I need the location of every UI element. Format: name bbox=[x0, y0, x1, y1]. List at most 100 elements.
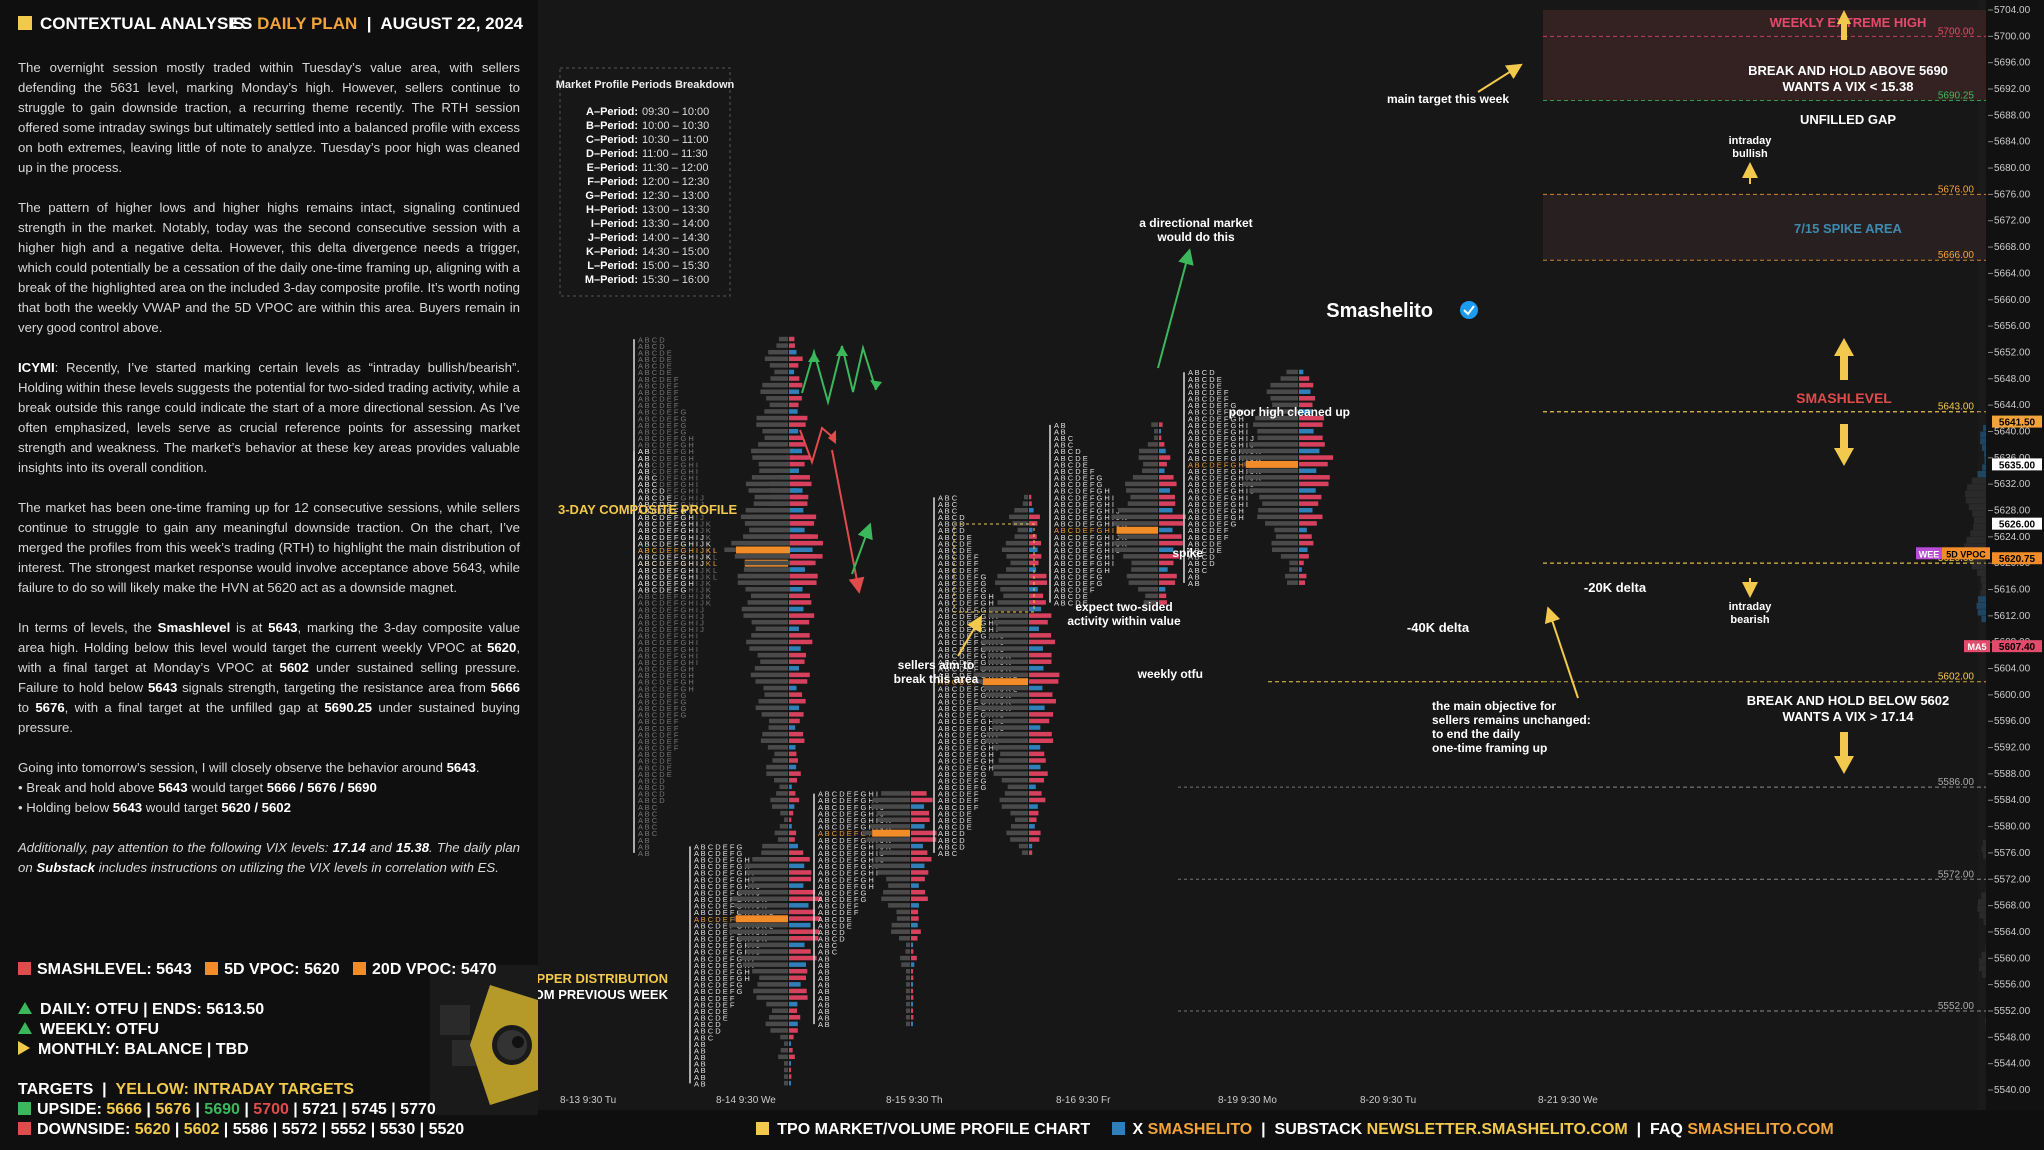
volume-profile-bar bbox=[997, 573, 1028, 579]
bullet-2: • Holding below 5643 would target 5620 /… bbox=[18, 798, 520, 818]
tpo-row: A B bbox=[818, 961, 830, 970]
delta-bar bbox=[789, 442, 805, 447]
delta-bar bbox=[1029, 619, 1048, 625]
tpo-row: A B bbox=[694, 1060, 706, 1069]
volume-profile-bar bbox=[992, 764, 1028, 770]
volume-profile-bar bbox=[746, 514, 790, 520]
tpo-row: A B C D E F bbox=[938, 803, 979, 812]
period-time: 10:00 – 10:30 bbox=[642, 120, 709, 132]
tpo-row: A B C D E F G H I bbox=[638, 487, 698, 496]
tpo-row: A B C D E bbox=[638, 355, 672, 364]
tpo-row: A B C bbox=[938, 500, 958, 509]
paragraph-1: The overnight session mostly traded with… bbox=[18, 60, 520, 175]
delta-bar bbox=[911, 1008, 914, 1013]
tpo-row: A B C D E F G H I J bbox=[938, 711, 1004, 720]
volume-profile-bar bbox=[774, 777, 788, 783]
volume-profile-bar bbox=[786, 455, 790, 460]
delta-bar bbox=[911, 863, 925, 869]
tpo-row: A B C D E F G H bbox=[694, 856, 750, 865]
big-arrow-up-top bbox=[1837, 10, 1851, 40]
delta-bar bbox=[789, 777, 798, 783]
poc-bar bbox=[1245, 460, 1298, 468]
intraday-bullish-2: bullish bbox=[1732, 148, 1768, 160]
delta-bar bbox=[789, 758, 798, 763]
tpo-row: A B bbox=[818, 1007, 830, 1016]
delta-bar bbox=[789, 475, 810, 480]
volume-profile-bar bbox=[758, 442, 788, 447]
delta-bar bbox=[1029, 771, 1048, 776]
tpo-row: A B C D bbox=[1054, 447, 1081, 456]
tpo-row: A B C bbox=[638, 809, 658, 818]
p6c: . bbox=[475, 760, 480, 775]
volume-profile-bar bbox=[762, 382, 788, 388]
tpo-row: A B C D bbox=[1188, 559, 1215, 568]
delta-bar bbox=[789, 409, 798, 414]
volume-profile-bar bbox=[752, 968, 788, 974]
volume-profile-bar bbox=[870, 824, 910, 829]
y-tick-label: 5632.00 bbox=[1994, 479, 2031, 490]
downside-3: 5586 bbox=[232, 1121, 269, 1138]
footer-x-link[interactable]: SMASHELITO bbox=[1147, 1121, 1253, 1138]
chart-svg[interactable]: 5700.00 5690.25 5676.00 5666.00 5643.00 5620.… bbox=[516, 0, 2044, 1110]
delta-bar bbox=[1159, 560, 1174, 566]
volume-profile-bar bbox=[770, 1028, 788, 1033]
volume-profile-bar bbox=[1249, 442, 1298, 447]
p5l: 5666 bbox=[490, 680, 520, 695]
downside-row: DOWNSIDE: 5620 | 5602 | 5586 | 5572 | 55… bbox=[18, 1120, 518, 1140]
plan-label: DAILY PLAN bbox=[257, 14, 358, 33]
delta-bar bbox=[1299, 560, 1304, 566]
footer-substack-link[interactable]: NEWSLETTER.SMASHELITO.COM bbox=[1366, 1121, 1628, 1138]
objective-2: sellers remains unchanged: bbox=[1432, 713, 1591, 727]
upper-dist-1: UPPER DISTRIBUTION bbox=[538, 971, 668, 986]
delta-bar bbox=[911, 1015, 914, 1020]
delta-bar bbox=[791, 455, 794, 460]
period-time: 12:00 – 12:30 bbox=[642, 176, 709, 188]
period-letter: J–Period: bbox=[588, 232, 638, 244]
volume-profile-bar bbox=[1001, 804, 1028, 809]
tpo-row: A B C D E F G H bbox=[938, 599, 994, 608]
volume-profile-bar bbox=[1259, 494, 1298, 500]
tpo-row: A B C D E F G bbox=[938, 783, 987, 792]
delta-bar bbox=[1159, 428, 1161, 434]
volume-profile-bar bbox=[1272, 402, 1298, 408]
tpo-row: A B C D E F G H bbox=[694, 967, 750, 976]
volume-profile-bar bbox=[993, 771, 1028, 776]
tpo-row: A B C D E bbox=[1054, 460, 1088, 469]
monthly-row: MONTHLY: BALANCE | TBD bbox=[18, 1040, 518, 1060]
delta-bar bbox=[789, 810, 794, 816]
volume-profile-bar bbox=[744, 560, 790, 566]
delta-bar bbox=[911, 916, 919, 921]
delta-bar bbox=[791, 448, 793, 454]
objective-arrow bbox=[1544, 606, 1579, 699]
x-tick-label: 8-15 9:30 Th bbox=[886, 1095, 943, 1106]
tpo-row: A B C D E F G H I bbox=[1054, 553, 1114, 562]
delta-bar bbox=[911, 955, 917, 961]
tpo-row: A B C D E F G H bbox=[1188, 414, 1244, 423]
volume-profile-bar bbox=[751, 619, 788, 625]
volume-profile-bar bbox=[1143, 600, 1158, 605]
profile-chart[interactable]: 5700.00 5690.25 5676.00 5666.00 5643.00 5620.… bbox=[516, 0, 2044, 1110]
volume-profile-bar bbox=[1280, 376, 1298, 381]
delta-bar bbox=[1299, 402, 1313, 408]
y-tick-label: 5596.00 bbox=[1994, 716, 2031, 727]
volume-profile-bar bbox=[1006, 554, 1028, 559]
tpo-row: A B C D E bbox=[1188, 546, 1222, 555]
p7f: Substack bbox=[36, 860, 95, 875]
volume-profile-bar bbox=[984, 712, 1028, 717]
footer-faq-link[interactable]: SMASHELITO.COM bbox=[1687, 1121, 1834, 1138]
volume-profile-bar bbox=[772, 804, 788, 809]
volume-profile-bar bbox=[985, 692, 1028, 697]
volume-profile-bar bbox=[998, 758, 1028, 763]
intraday-bullish-1: intraday bbox=[1729, 135, 1773, 147]
delta-bar bbox=[911, 909, 919, 915]
tpo-row: A B C D E bbox=[638, 362, 672, 371]
delta-bar bbox=[789, 784, 792, 790]
tpo-row: A B C D E F G H I J bbox=[638, 612, 704, 621]
tpo-row: A B C D E F G H I bbox=[694, 869, 754, 878]
y-tick-label: 5700.00 bbox=[1994, 31, 2031, 42]
delta-bar bbox=[789, 909, 816, 915]
tpo-row: A B C D E F G bbox=[638, 704, 687, 713]
downside-5: 5552 bbox=[330, 1121, 367, 1138]
volume-profile-bar bbox=[1253, 422, 1298, 427]
delta-bar bbox=[791, 501, 804, 506]
